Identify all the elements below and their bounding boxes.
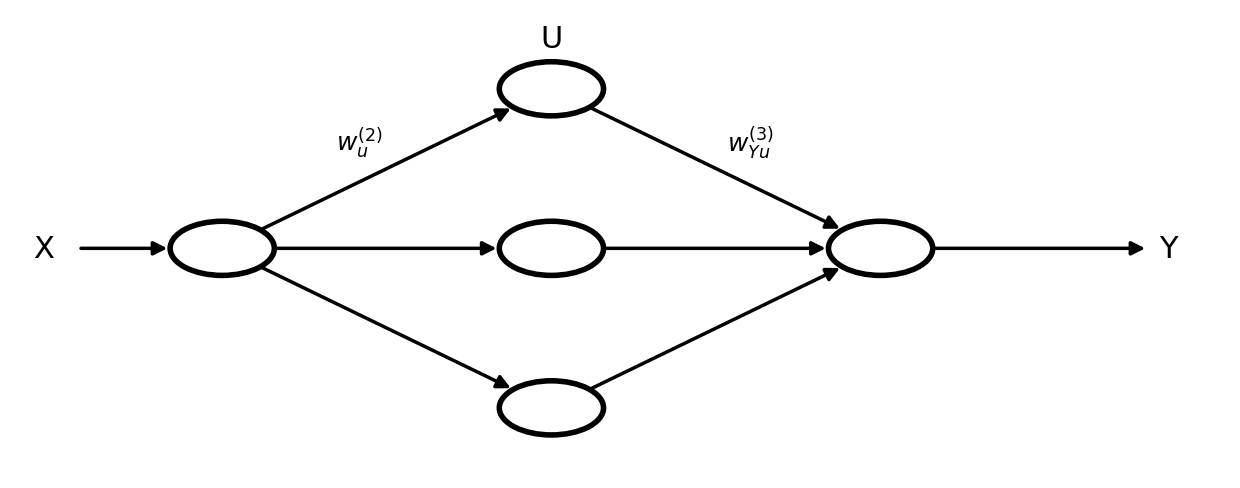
- Ellipse shape: [500, 381, 604, 435]
- Text: $w_{Yu}^{(3)}$: $w_{Yu}^{(3)}$: [727, 124, 774, 161]
- Text: U: U: [541, 25, 563, 54]
- Ellipse shape: [828, 222, 932, 276]
- Ellipse shape: [170, 222, 274, 276]
- Text: X: X: [33, 234, 55, 264]
- Ellipse shape: [500, 222, 604, 276]
- Text: Y: Y: [1159, 234, 1178, 264]
- Ellipse shape: [500, 62, 604, 117]
- Text: $w_u^{(2)}$: $w_u^{(2)}$: [336, 125, 383, 161]
